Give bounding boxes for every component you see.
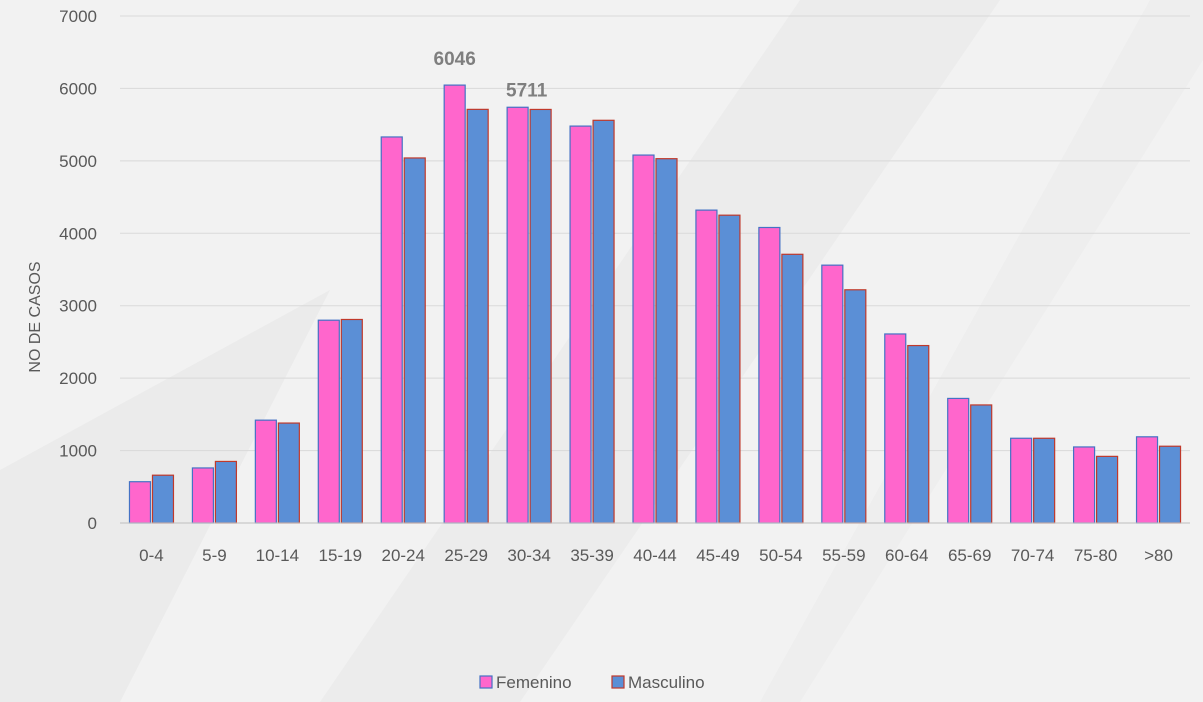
x-tick-label: 65-69: [948, 546, 991, 565]
bar-femenino-30-34: [506, 106, 529, 524]
x-tick-label: 30-34: [507, 546, 550, 565]
legend-label-masculino: Masculino: [628, 673, 705, 692]
x-tick-label: 10-14: [256, 546, 299, 565]
bar-masculino-55-59: [844, 289, 867, 524]
bar-femenino-15-19: [317, 319, 340, 524]
x-tick-label: 0-4: [139, 546, 164, 565]
y-tick-label: 3000: [59, 297, 97, 316]
bar-masculino-20-24: [403, 157, 426, 524]
x-tick-label: 45-49: [696, 546, 739, 565]
bar-femenino-40-44: [632, 154, 655, 524]
x-tick-label: 55-59: [822, 546, 865, 565]
x-tick-label: 5-9: [202, 546, 227, 565]
y-axis-ticks: 0 1000 2000 3000 4000 5000 6000 7000: [59, 7, 97, 533]
x-tick-label: 50-54: [759, 546, 802, 565]
legend: Femenino Masculino: [479, 673, 705, 692]
bar-femenino-25-29: [443, 84, 466, 524]
x-tick-label: 20-24: [381, 546, 424, 565]
bar-masculino-0-4: [151, 474, 175, 524]
x-tick-label: 60-64: [885, 546, 928, 565]
x-tick-label: >80: [1144, 546, 1173, 565]
bar-masculino-70-74: [1033, 437, 1056, 524]
bar-femenino-70-74: [1010, 437, 1033, 524]
bars: [128, 84, 1182, 524]
bar-femenino-5-9: [191, 467, 215, 524]
x-axis-ticks: 0-4 5-9 10-14 15-19 20-24 25-29 30-34 35-39 40-4…: [139, 546, 1173, 565]
legend-swatch-femenino: [479, 675, 493, 689]
x-tick-label: 75-80: [1074, 546, 1117, 565]
bar-femenino-75-80: [1072, 446, 1096, 524]
bar-femenino->80: [1135, 436, 1159, 524]
bar-femenino-65-69: [947, 397, 970, 524]
bar-femenino-50-54: [758, 226, 781, 524]
bar-femenino-10-14: [254, 419, 277, 524]
bar-femenino-60-64: [884, 333, 907, 524]
bar-masculino-15-19: [340, 318, 363, 524]
y-tick-label: 2000: [59, 369, 97, 388]
y-tick-label: 0: [88, 514, 97, 533]
x-tick-label: 15-19: [319, 546, 362, 565]
y-axis-title: NO DE CASOS: [27, 261, 44, 372]
bar-masculino-75-80: [1095, 455, 1119, 524]
y-tick-label: 1000: [59, 442, 97, 461]
bar-masculino->80: [1158, 445, 1182, 524]
legend-label-femenino: Femenino: [496, 673, 572, 692]
gridlines: [120, 15, 1190, 452]
legend-swatch-masculino: [611, 675, 625, 689]
y-tick-label: 7000: [59, 7, 97, 26]
bar-masculino-30-34: [529, 108, 552, 524]
bar-femenino-55-59: [821, 264, 844, 524]
bar-masculino-25-29: [466, 108, 489, 524]
bar-femenino-45-49: [695, 209, 718, 524]
bar-masculino-60-64: [907, 344, 930, 524]
bar-masculino-65-69: [970, 404, 993, 524]
bar-masculino-50-54: [781, 253, 804, 524]
x-tick-label: 70-74: [1011, 546, 1054, 565]
data-label: 5711: [506, 80, 548, 101]
y-tick-label: 6000: [59, 79, 97, 98]
bar-masculino-40-44: [655, 158, 678, 524]
x-tick-label: 25-29: [444, 546, 487, 565]
y-tick-label: 5000: [59, 152, 97, 171]
bar-masculino-5-9: [214, 460, 238, 524]
bar-masculino-10-14: [277, 422, 300, 524]
data-label: 6046: [434, 49, 476, 70]
bar-femenino-0-4: [128, 481, 152, 524]
bar-masculino-35-39: [592, 119, 615, 524]
bar-masculino-45-49: [718, 214, 741, 524]
y-tick-label: 4000: [59, 224, 97, 243]
bar-femenino-35-39: [569, 125, 592, 524]
x-tick-label: 35-39: [570, 546, 613, 565]
x-tick-label: 40-44: [633, 546, 676, 565]
data-labels: 6046 5711: [434, 49, 548, 101]
bar-femenino-20-24: [380, 136, 403, 524]
